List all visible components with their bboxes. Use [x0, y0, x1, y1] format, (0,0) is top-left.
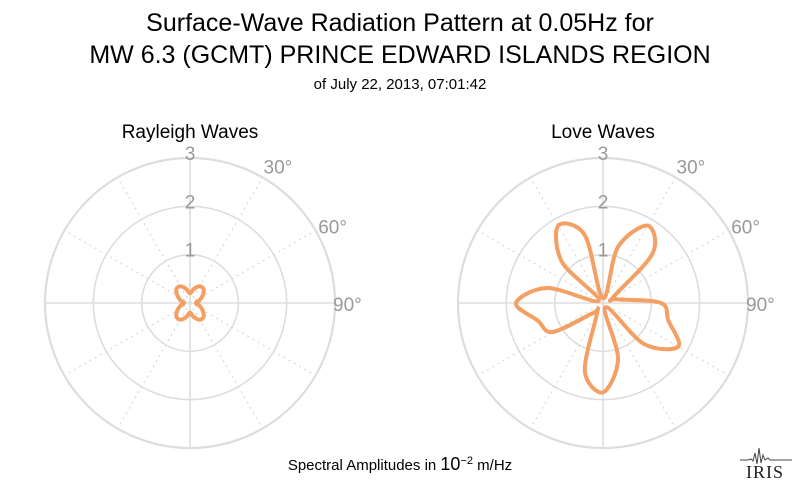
radial-tick-label: 1 — [598, 241, 609, 262]
grid-spoke — [602, 177, 677, 304]
grid-ring — [505, 205, 701, 401]
radial-tick-label: 3 — [598, 144, 609, 165]
polar-chart-title: Love Waves — [551, 122, 655, 143]
chart-title-line2: MW 6.3 (GCMT) PRINCE EDWARD ISLANDS REGI… — [89, 41, 711, 69]
grid-spoke — [64, 302, 191, 377]
grid-spoke — [477, 229, 604, 304]
chart-subtitle: of July 22, 2013, 07:01:42 — [313, 76, 487, 93]
radiation-pattern-line — [514, 221, 682, 395]
units-exponent: −2 — [460, 455, 473, 467]
grid-spoke — [529, 302, 604, 429]
grid-spoke — [189, 229, 316, 304]
grid-spoke — [116, 302, 191, 429]
grid-spoke — [189, 177, 264, 304]
grid-spoke — [602, 302, 677, 429]
grid-spoke — [116, 177, 191, 304]
radial-tick-label: 2 — [598, 192, 609, 213]
radial-tick-label: 3 — [185, 144, 196, 165]
radial-tick-label: 1 — [185, 241, 196, 262]
angle-tick-label: 60° — [318, 218, 347, 239]
iris-logo: IRIS — [738, 444, 794, 486]
units-base: 10 — [440, 454, 461, 474]
iris-logo-text: IRIS — [746, 462, 785, 482]
amplitude-units-caption: Spectral Amplitudes in 10−2 m/Hz — [0, 454, 800, 475]
radiation-pattern-line — [174, 284, 206, 322]
grid-spoke — [189, 302, 316, 377]
units-suffix: m/Hz — [472, 457, 513, 474]
polar-chart-title: Rayleigh Waves — [122, 122, 259, 143]
grid-spoke — [529, 177, 604, 304]
grid-spoke — [477, 302, 604, 377]
grid-ring — [140, 253, 240, 353]
chart-title-line1: Surface-Wave Radiation Pattern at 0.05Hz… — [146, 9, 654, 37]
angle-tick-label: 90° — [746, 295, 775, 316]
angle-tick-label: 30° — [677, 157, 706, 178]
grid-ring — [43, 156, 337, 450]
angle-tick-label: 30° — [264, 157, 293, 178]
angle-tick-label: 90° — [333, 295, 362, 316]
grid-ring — [456, 156, 750, 450]
angle-tick-label: 60° — [731, 218, 760, 239]
grid-ring — [92, 205, 288, 401]
grid-spoke — [602, 229, 729, 304]
grid-spoke — [64, 229, 191, 304]
polar-chart-1: Rayleigh Waves 1 2 3 30° 60° 90° — [43, 122, 362, 450]
radial-tick-label: 2 — [185, 192, 196, 213]
units-prefix: Spectral Amplitudes in — [287, 457, 441, 474]
polar-chart-2: Love Waves 1 2 3 30° 60° 90° — [456, 122, 775, 450]
grid-spoke — [189, 302, 264, 429]
grid-spoke — [602, 302, 729, 377]
iris-seismograph-logo-icon — [740, 447, 792, 465]
